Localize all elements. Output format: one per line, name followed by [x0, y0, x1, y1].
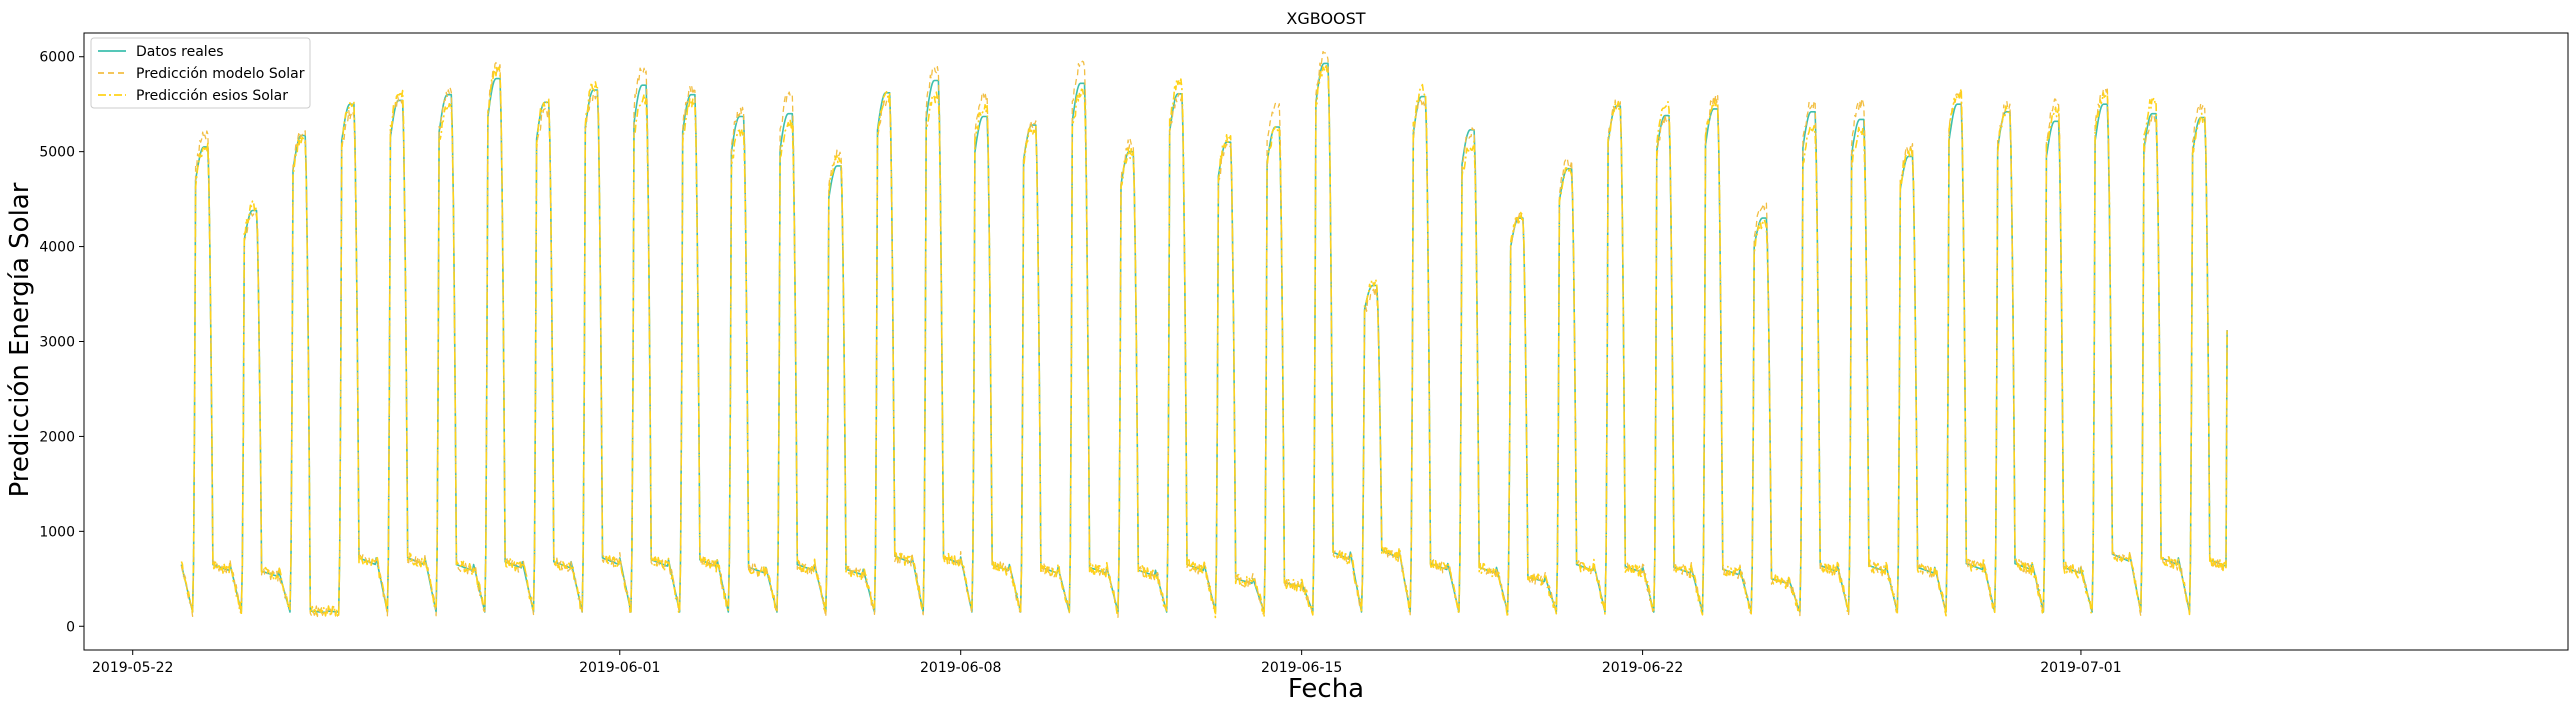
- y-tick-label: 5000: [39, 145, 75, 161]
- data-lines: [180, 50, 2228, 619]
- legend-label: Datos reales: [136, 44, 224, 60]
- y-axis: 0 1000 2000 3000 4000 5000 6000: [39, 50, 84, 635]
- y-tick-label: 3000: [39, 335, 75, 351]
- y-tick-label: 6000: [39, 50, 75, 66]
- legend: Datos reales Predicción modelo Solar Predi…: [90, 37, 311, 109]
- chart-title: XGBOOST: [1286, 9, 1365, 28]
- series-line-0: [180, 62, 2228, 614]
- x-tick-label: 2019-06-01: [579, 660, 660, 676]
- y-tick-label: 4000: [39, 240, 75, 256]
- y-axis-title: Predicción Energía Solar: [5, 182, 35, 497]
- legend-label: Predicción modelo Solar: [136, 66, 305, 82]
- y-tick-label: 0: [66, 619, 75, 635]
- y-tick-label: 2000: [39, 429, 75, 445]
- x-tick-label: 2019-07-01: [2040, 660, 2121, 676]
- x-tick-label: 2019-05-22: [92, 660, 173, 676]
- x-tick-label: 2019-06-08: [920, 660, 1001, 676]
- x-axis-title: Fecha: [1288, 674, 1364, 704]
- series-line-2: [180, 63, 2228, 619]
- x-tick-label: 2019-06-22: [1602, 660, 1683, 676]
- y-tick-label: 1000: [39, 524, 75, 540]
- legend-label: Predicción esios Solar: [136, 88, 288, 104]
- x-tick-label: 2019-06-15: [1261, 660, 1342, 676]
- x-axis: 2019-05-22 2019-06-01 2019-06-08 2019-06-15…: [92, 650, 2122, 676]
- legend-box: [90, 37, 311, 109]
- plot-area: [83, 32, 2569, 651]
